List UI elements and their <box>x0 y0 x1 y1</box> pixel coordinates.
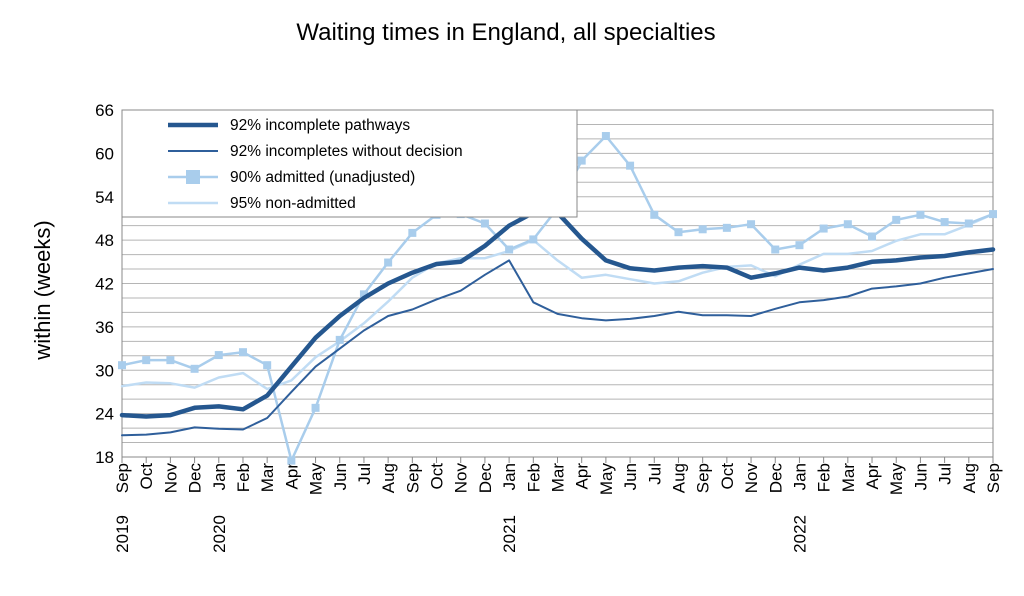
data-point <box>674 228 683 237</box>
data-point <box>601 132 610 141</box>
x-tick-label: Aug <box>669 463 688 493</box>
data-point <box>916 210 925 219</box>
x-tick-label: Apr <box>573 463 592 490</box>
data-point <box>843 220 852 229</box>
x-tick-label: May <box>307 463 326 496</box>
data-point <box>408 228 417 237</box>
chart-title: Waiting times in England, all specialtie… <box>296 19 715 46</box>
x-tick-label: Jan <box>790 463 809 490</box>
x-tick-label: Oct <box>718 463 737 490</box>
x-year-label: 2019 <box>113 515 132 553</box>
series-line <box>121 259 994 437</box>
data-point <box>263 361 272 370</box>
x-tick-label: Jun <box>621 463 640 490</box>
x-tick-label: Dec <box>476 463 495 494</box>
data-point <box>214 351 223 360</box>
data-point <box>940 218 949 227</box>
y-tick-label: 60 <box>95 144 114 163</box>
data-point <box>626 161 635 170</box>
x-tick-label: Apr <box>863 463 882 490</box>
x-tick-label: Sep <box>403 463 422 493</box>
data-point <box>359 290 368 299</box>
legend: 92% incomplete pathways 92% incompletes w… <box>121 109 578 218</box>
legend-label: 90% admitted (unadjusted) <box>230 169 415 186</box>
data-point <box>384 258 393 267</box>
x-year-labels: 2019 2020 2021 2022 <box>113 515 809 553</box>
data-point <box>505 245 514 254</box>
x-tick-label: Mar <box>549 463 568 493</box>
x-tick-label: Jan <box>500 463 519 490</box>
x-tick-label: Dec <box>766 463 785 494</box>
data-point <box>480 219 489 228</box>
data-point <box>166 356 175 365</box>
x-tick-label: Jun <box>331 463 350 490</box>
data-point <box>892 215 901 224</box>
y-tick-label: 48 <box>95 231 114 250</box>
data-point <box>771 245 780 254</box>
x-tick-label: Nov <box>452 463 471 494</box>
x-year-label: 2020 <box>210 515 229 553</box>
y-tick-label: 30 <box>95 361 114 380</box>
x-tick-label: Oct <box>137 463 156 490</box>
x-tick-label: Mar <box>258 463 277 493</box>
x-tick-labels: Sep Oct Nov Dec Jan Feb Mar Apr May Jun Jul Aug Sep O… <box>113 463 1003 496</box>
data-point <box>795 241 804 250</box>
legend-label: 95% non-admitted <box>230 195 356 212</box>
x-year-label: 2021 <box>500 515 519 553</box>
data-point <box>287 456 296 465</box>
data-point <box>311 403 320 412</box>
data-point <box>650 210 659 219</box>
x-tick-label: Jun <box>911 463 930 490</box>
x-tick-label: Mar <box>839 463 858 493</box>
x-tick-label: Feb <box>524 463 543 492</box>
x-tick-label: Sep <box>694 463 713 493</box>
x-tick-label: Jul <box>355 463 374 485</box>
data-point <box>964 219 973 228</box>
x-tick-label: Nov <box>742 463 761 494</box>
data-point <box>722 223 731 232</box>
data-point <box>529 235 538 244</box>
data-point <box>747 220 756 229</box>
x-tick-label: Sep <box>113 463 132 493</box>
y-tick-labels: 18 24 30 36 42 48 54 60 66 <box>95 101 114 467</box>
x-tick-label: Dec <box>186 463 205 494</box>
y-tick-label: 66 <box>95 101 114 120</box>
data-point <box>989 210 997 219</box>
y-tick-label: 36 <box>95 318 114 337</box>
legend-label: 92% incomplete pathways <box>230 117 410 134</box>
data-point <box>142 356 151 365</box>
y-tick-label: 24 <box>95 405 114 424</box>
data-point <box>819 224 828 233</box>
y-tick-label: 18 <box>95 448 114 467</box>
data-point <box>335 335 344 344</box>
x-year-label: 2022 <box>790 515 809 553</box>
x-tick-label: Aug <box>960 463 979 493</box>
x-tick-label: Feb <box>234 463 253 492</box>
series-line <box>120 212 995 391</box>
x-tick-label: Apr <box>282 463 301 490</box>
x-tick-label: May <box>597 463 616 496</box>
legend-marker <box>186 170 200 184</box>
y-tick-label: 42 <box>95 275 114 294</box>
legend-label: 92% incompletes without decision <box>230 143 463 160</box>
y-tick-label: 54 <box>95 188 114 207</box>
x-tick-label: Jul <box>936 463 955 485</box>
data-point <box>868 232 877 241</box>
x-tick-label: Sep <box>984 463 1003 493</box>
data-point <box>577 156 586 165</box>
y-axis-label: within (weeks) <box>30 220 55 360</box>
data-point <box>190 364 199 373</box>
x-tick-label: Jul <box>645 463 664 485</box>
x-tick-label: Feb <box>815 463 834 492</box>
data-point <box>698 225 707 234</box>
data-point <box>238 348 247 357</box>
x-tick-label: Oct <box>428 463 447 490</box>
x-tick-label: May <box>887 463 906 496</box>
x-tick-label: Aug <box>379 463 398 493</box>
x-tick-label: Jan <box>210 463 229 490</box>
legend-box <box>121 109 578 218</box>
x-tick-label: Nov <box>161 463 180 494</box>
data-point <box>118 361 126 370</box>
